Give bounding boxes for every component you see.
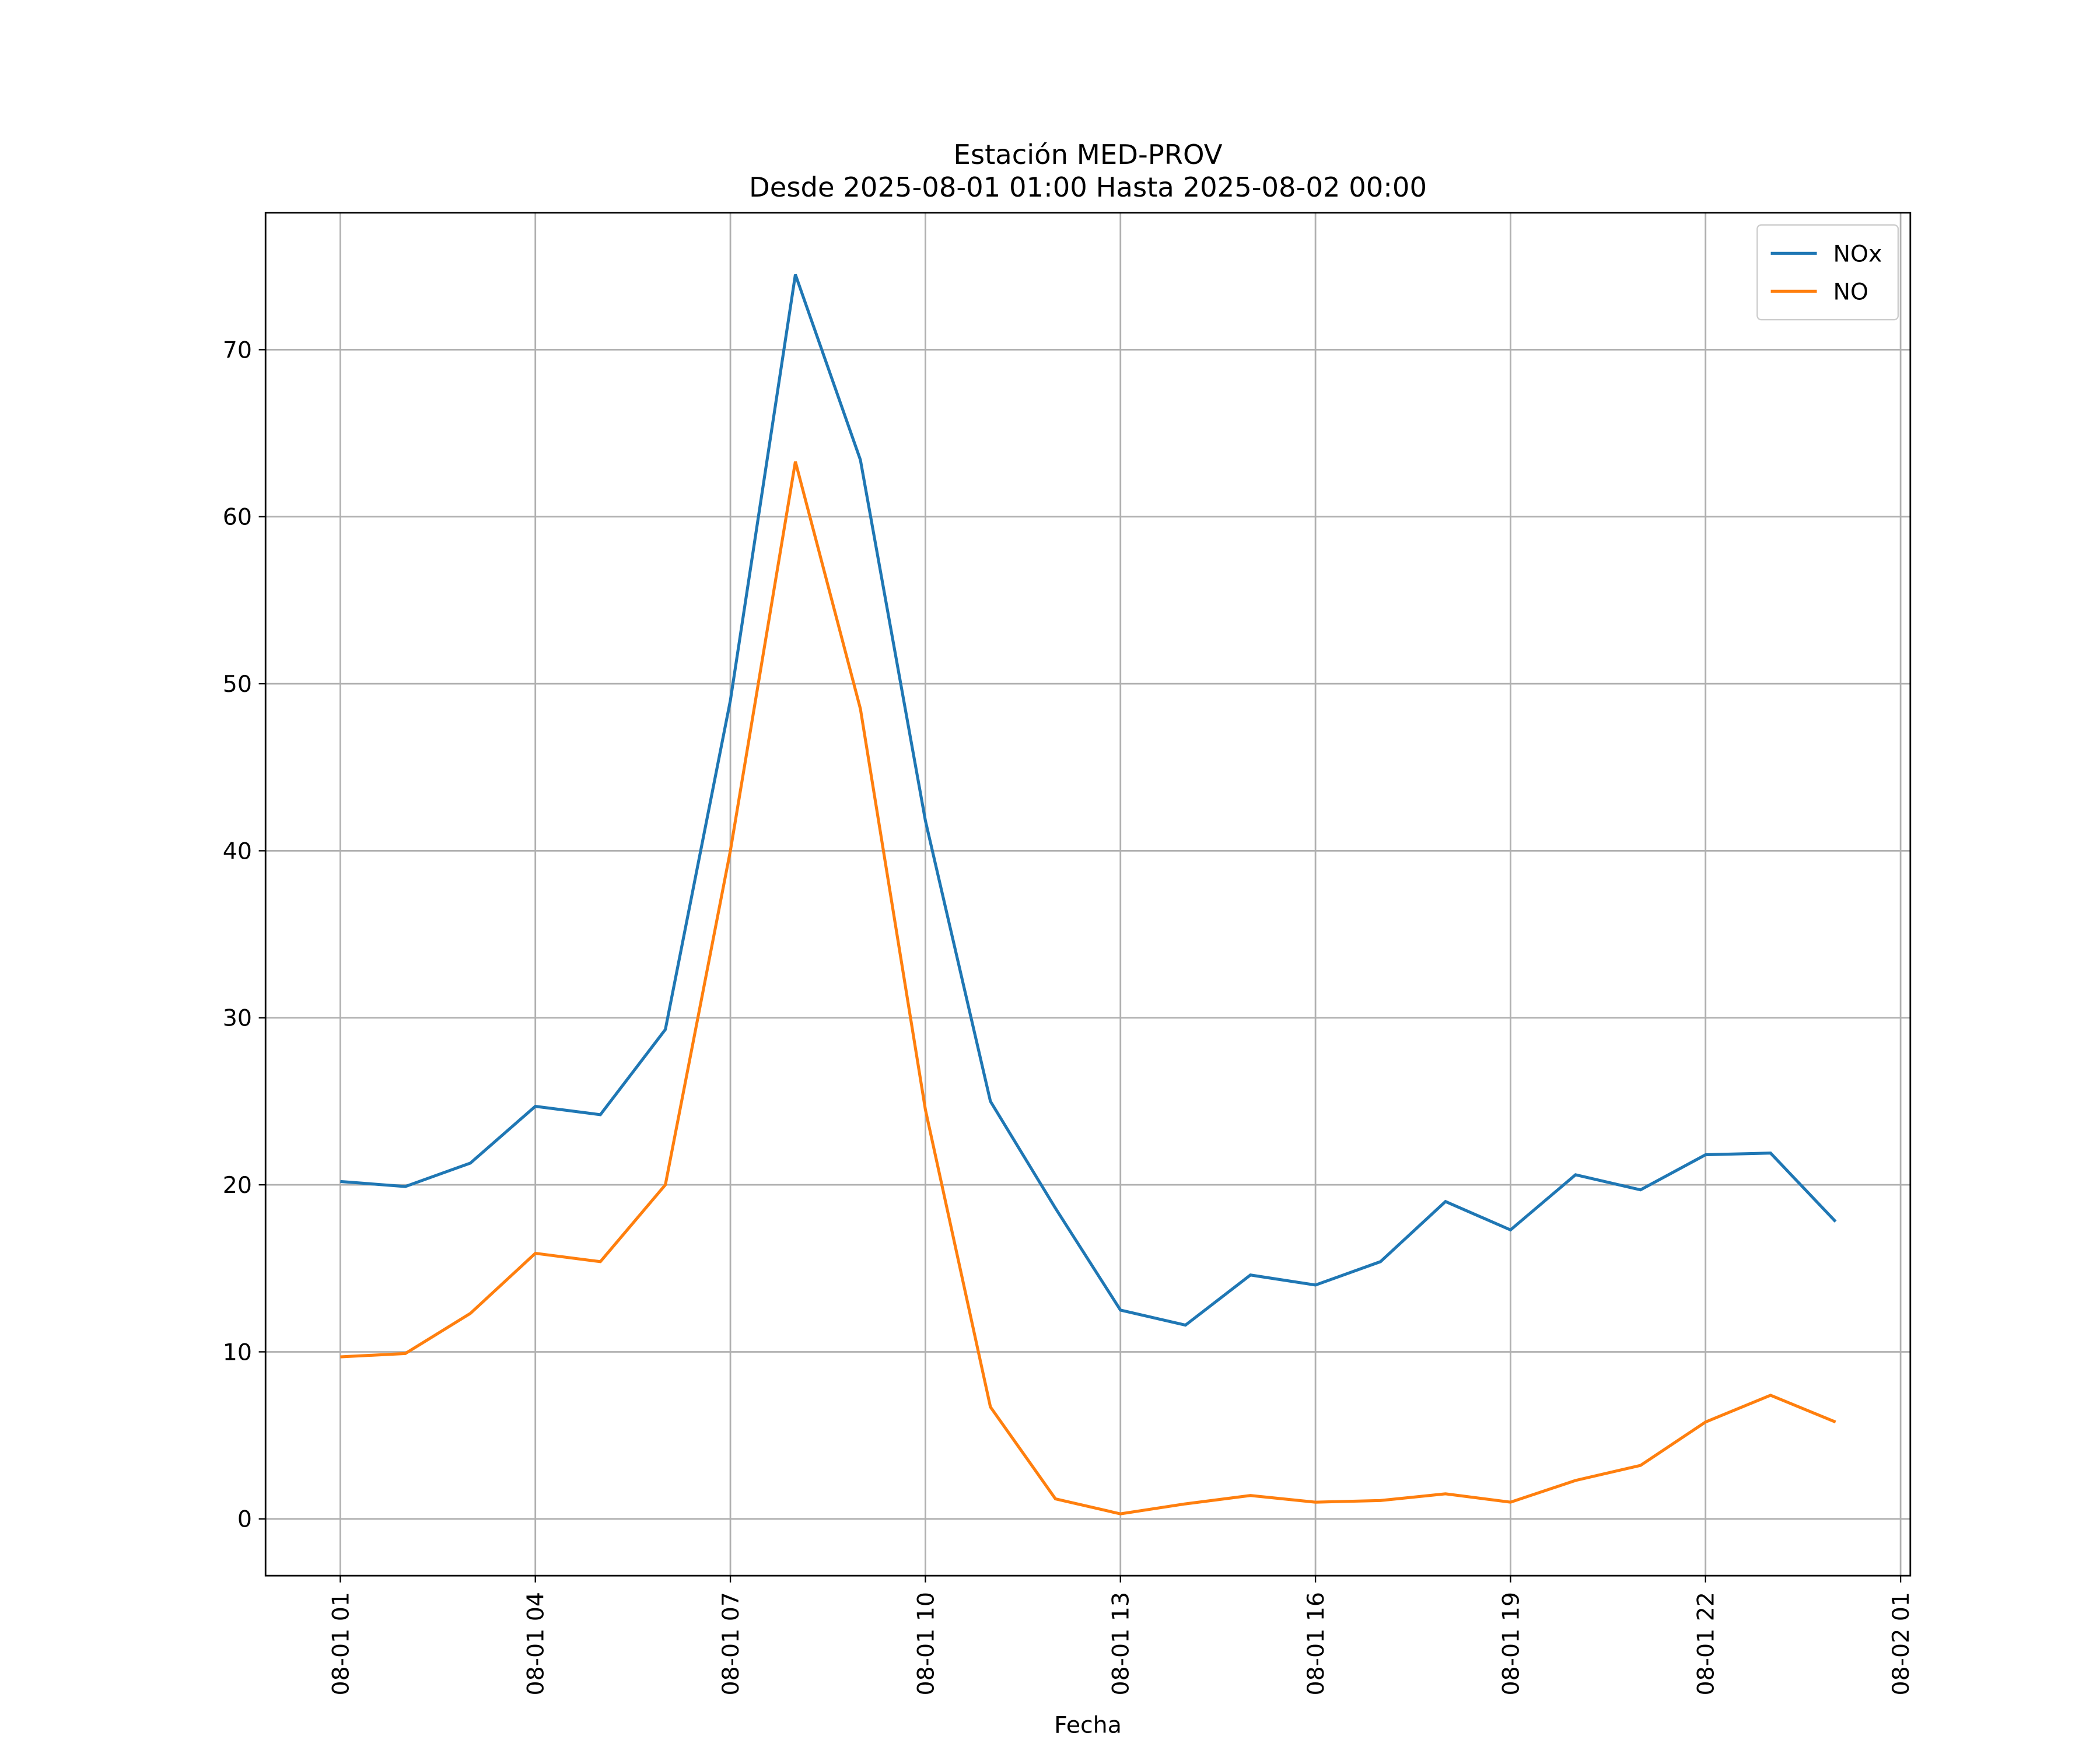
- y-tick-label: 70: [223, 337, 252, 363]
- y-tick-label: 30: [223, 1005, 252, 1032]
- y-tick-label: 10: [223, 1339, 252, 1366]
- x-tick-label: 08-01 22: [1693, 1592, 1720, 1695]
- x-tick-label: 08-01 07: [718, 1592, 744, 1695]
- plot-frame: [264, 212, 1912, 1577]
- legend-label: NOx: [1833, 240, 1882, 267]
- x-tick-label: 08-01 19: [1497, 1592, 1524, 1695]
- x-tick-label: 08-01 13: [1108, 1592, 1135, 1695]
- x-tick-label: 08-01 16: [1303, 1592, 1329, 1695]
- y-tick-label: 20: [223, 1172, 252, 1199]
- x-tick-label: 08-02 01: [1888, 1592, 1915, 1695]
- x-tick-label: 08-01 01: [327, 1592, 354, 1695]
- chart-title: Estación MED-PROV: [954, 139, 1223, 170]
- legend-label: NO: [1833, 278, 1868, 305]
- line: [340, 461, 1836, 1516]
- chart-subtitle: Desde 2025-08-01 01:00 Hasta 2025-08-02 …: [749, 172, 1427, 203]
- y-tick-label: 50: [223, 671, 252, 698]
- x-axis-label: Fecha: [1054, 1712, 1122, 1739]
- y-tick-label: 40: [223, 838, 252, 864]
- legend-box: [1756, 224, 1899, 321]
- x-tick-label: 08-01 10: [912, 1592, 939, 1695]
- line: [340, 274, 1837, 1327]
- y-tick-label: 60: [223, 504, 252, 531]
- x-tick-label: 08-01 04: [523, 1592, 550, 1695]
- y-tick-label: 0: [237, 1506, 252, 1533]
